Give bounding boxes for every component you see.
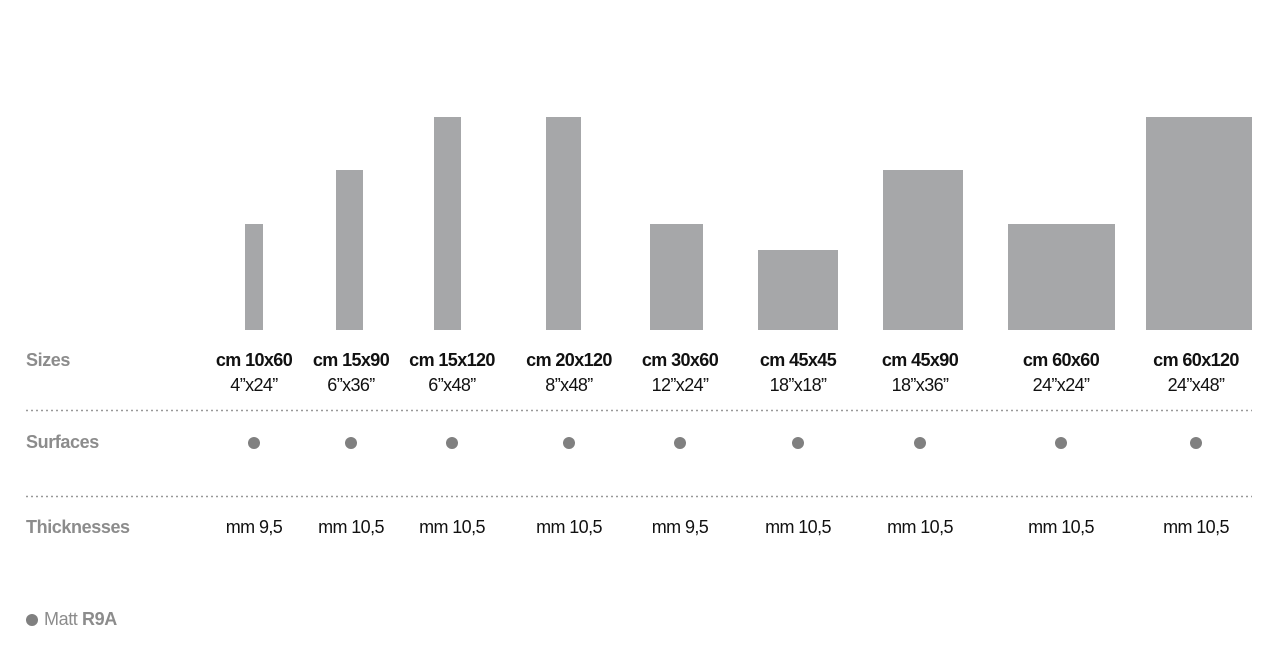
thickness: mm 10,5 — [765, 517, 831, 537]
legend-code: R9A — [82, 609, 117, 629]
tile-shape — [758, 250, 838, 330]
size-cm: cm 15x120 — [409, 350, 495, 370]
row-label: Thicknesses — [26, 517, 130, 537]
size-in: 18”x18” — [770, 375, 827, 395]
thickness: mm 9,5 — [652, 517, 709, 537]
surface-dot — [446, 437, 458, 449]
tile-shape — [883, 170, 963, 330]
tile-shape — [245, 224, 263, 330]
size-in: 24”x24” — [1033, 375, 1090, 395]
size-cm: cm 60x60 — [1023, 350, 1100, 370]
size-cm: cm 15x90 — [313, 350, 390, 370]
size-in: 18”x36” — [892, 375, 949, 395]
thickness: mm 10,5 — [318, 517, 384, 537]
size-in: 6”x48” — [428, 375, 476, 395]
surface-dot — [345, 437, 357, 449]
surface-dot — [914, 437, 926, 449]
surface-dot — [674, 437, 686, 449]
tile-shape — [546, 117, 581, 330]
surface-dot — [1055, 437, 1067, 449]
row-label: Sizes — [26, 350, 70, 370]
size-in: 8”x48” — [545, 375, 593, 395]
legend-label: Matt — [44, 609, 78, 629]
size-in: 6”x36” — [327, 375, 375, 395]
size-cm: cm 45x45 — [760, 350, 837, 370]
tile-shape — [1146, 117, 1252, 330]
size-cm: cm 20x120 — [526, 350, 612, 370]
surface-dot — [248, 437, 260, 449]
tile-shape — [650, 224, 703, 330]
tile-shape — [434, 117, 461, 330]
size-cm: cm 45x90 — [882, 350, 959, 370]
size-cm: cm 30x60 — [642, 350, 719, 370]
surface-dot — [792, 437, 804, 449]
thickness: mm 10,5 — [536, 517, 602, 537]
legend: Matt R9A — [44, 609, 117, 629]
size-cm: cm 60x120 — [1153, 350, 1239, 370]
row-label: Surfaces — [26, 432, 99, 452]
tile-shape — [336, 170, 363, 330]
tile-shape — [1008, 224, 1115, 330]
size-in: 12”x24” — [652, 375, 709, 395]
legend-dot — [26, 614, 38, 626]
thickness: mm 10,5 — [887, 517, 953, 537]
size-in: 4”x24” — [230, 375, 278, 395]
thickness: mm 10,5 — [1163, 517, 1229, 537]
thickness: mm 10,5 — [419, 517, 485, 537]
thickness: mm 10,5 — [1028, 517, 1094, 537]
size-cm: cm 10x60 — [216, 350, 293, 370]
surface-dot — [563, 437, 575, 449]
thickness: mm 9,5 — [226, 517, 283, 537]
size-in: 24”x48” — [1168, 375, 1225, 395]
surface-dot — [1190, 437, 1202, 449]
